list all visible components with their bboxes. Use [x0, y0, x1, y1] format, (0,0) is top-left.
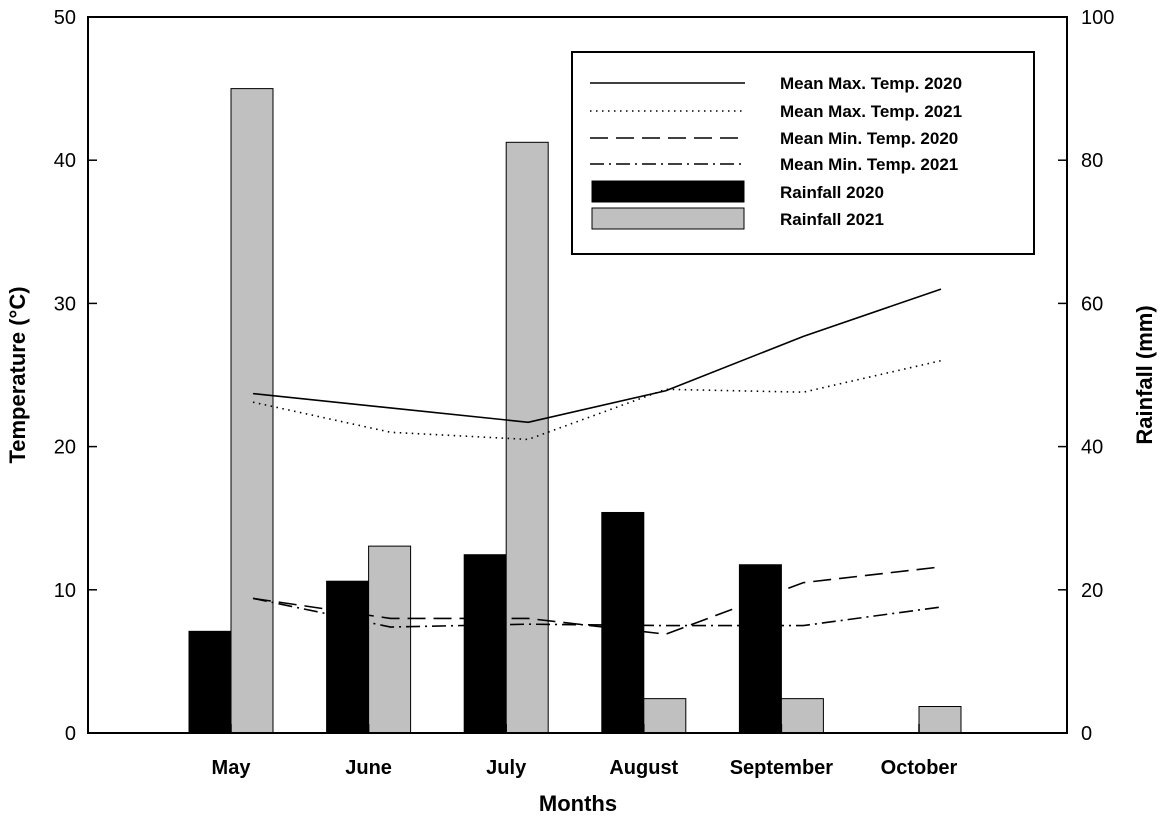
bar-rainfall-2021-october: [918, 706, 962, 734]
legend-label-rainfall-2020: Rainfall 2020: [780, 183, 884, 202]
bar-rainfall-2021-july: [505, 141, 549, 734]
bar-rainfall-2020-august: [601, 511, 645, 734]
x-tick-label-october: October: [881, 757, 958, 779]
y-right-tick-label: 20: [1081, 580, 1103, 602]
x-tick-label-september: September: [730, 757, 834, 779]
y-left-tick-label: 0: [65, 723, 76, 745]
lines-layer: [252, 288, 942, 636]
y-right-tick-label: 40: [1081, 437, 1103, 459]
legend: Mean Max. Temp. 2020 Mean Max. Temp. 202…: [571, 51, 1035, 255]
line-mean-min-temp-2021: [252, 597, 942, 628]
y-right-tick-label: 0: [1081, 723, 1092, 745]
bars-layer: [188, 88, 962, 734]
x-tick-label-august: August: [609, 757, 678, 779]
x-tick-label-june: June: [345, 757, 392, 779]
y-left-tick-label: 50: [54, 7, 76, 29]
plot-frame: [87, 16, 1068, 734]
line-mean-min-temp-2020: [252, 566, 942, 636]
x-axis-title: Months: [539, 791, 617, 816]
line-mean-max-temp-2020: [252, 288, 942, 424]
bar-rainfall-2021-june: [368, 545, 412, 734]
legend-label-mean-min-2021: Mean Min. Temp. 2021: [780, 155, 958, 174]
bar-rainfall-2021-may: [230, 88, 274, 734]
bar-rainfall-2021-september: [780, 698, 824, 734]
legend-swatch-rainfall-2021: [591, 207, 745, 230]
y-left-tick-label: 40: [54, 150, 76, 172]
legend-label-mean-max-2021: Mean Max. Temp. 2021: [780, 102, 962, 121]
y-left-tick-label: 10: [54, 580, 76, 602]
y-axis-left-title: Temperature (°C): [5, 286, 30, 463]
line-mean-max-temp-2021: [252, 359, 942, 441]
legend-label-mean-max-2020: Mean Max. Temp. 2020: [780, 74, 962, 93]
bar-rainfall-2020-june: [326, 580, 370, 734]
bar-rainfall-2020-july: [463, 554, 507, 734]
y-right-tick-label: 60: [1081, 293, 1103, 315]
bar-rainfall-2020-may: [188, 630, 232, 734]
x-tick-label-may: May: [212, 757, 252, 779]
y-right-tick-label: 80: [1081, 150, 1103, 172]
bar-rainfall-2021-august: [643, 698, 687, 734]
axes-layer: 0 10 20 30 40 50 0 20 40 60 80 100 May June July August…: [54, 7, 1115, 779]
y-left-tick-label: 30: [54, 293, 76, 315]
legend-label-mean-min-2020: Mean Min. Temp. 2020: [780, 129, 958, 148]
bar-rainfall-2020-september: [738, 564, 782, 734]
legend-label-rainfall-2021: Rainfall 2021: [780, 210, 884, 229]
y-axis-right-title: Rainfall (mm): [1132, 305, 1157, 444]
legend-swatch-rainfall-2020: [591, 180, 745, 203]
y-right-tick-label: 100: [1081, 7, 1114, 29]
y-left-tick-label: 20: [54, 437, 76, 459]
x-tick-label-july: July: [486, 757, 527, 779]
